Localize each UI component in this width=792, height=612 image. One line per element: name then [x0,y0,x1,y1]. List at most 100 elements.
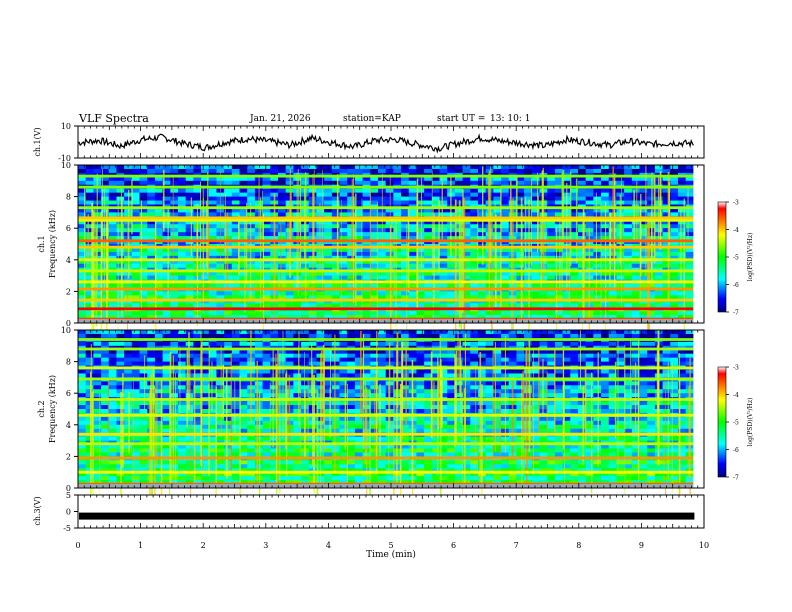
ch1-spec-cell [577,271,587,276]
ch1-spec-cell [78,165,87,170]
ch2-spec-cell [516,333,525,339]
ch1-spec-cell [401,240,410,245]
ch1-spec-cell [308,165,317,170]
ch1-spec-cell [331,180,340,186]
ch2-spec-cell [178,389,187,394]
ch1-spec-cell [616,303,625,308]
ch2-spec-cell [124,361,133,366]
ch2-spec-cell [439,353,448,359]
ch2-spec-cell [485,357,494,362]
ch1-spec-cell [254,295,264,300]
ch1-spec-cell [324,259,333,265]
ch2-spec-cell [639,401,648,406]
ch1-spec-cell [201,295,210,300]
ch1-spec-cell [224,208,233,213]
ch2-spec-cell [301,373,310,378]
ch1-spec-cell [147,311,156,316]
ch1-spec-cell [108,228,117,233]
ch1-spec-spike [621,226,623,279]
ch1-spec-cell [339,224,348,229]
ch1-spec-cell [501,255,510,261]
ch2-spec-cell [616,361,625,366]
ch1-spec-cell [85,263,94,269]
ch2-spec-cell [493,401,502,406]
ch1-spec-cell [339,271,348,276]
ch1-spec-cell [439,275,448,280]
ch1-spec-cell [547,291,556,296]
ch1-spec-cell [670,228,679,233]
ch1-spec-cell [585,165,594,170]
ch2-spec-cell [608,381,617,386]
ch2-spec-cell [85,341,94,347]
ch1-spec-cell [524,303,533,308]
ch1-spec-cell [370,180,379,186]
ch1-spec-cell [85,251,94,257]
ch1-spec-cell [108,247,117,253]
ch1-spec-cell [116,295,125,300]
ch2-spec-cell [101,385,110,390]
ch1-spec-cell [501,212,510,217]
ch2-spec-cell [562,341,571,347]
ch1-spec-cell [131,315,140,320]
ch2-spec-cell [262,381,271,386]
ch1-spec-cell [477,315,487,320]
ch1-spec-cell [354,200,363,205]
ch1-spec-cell [247,232,256,237]
ch2-spec-cell [124,357,133,362]
ch1-spec-cell [116,212,125,217]
ch1-spec-cell [431,263,440,269]
ch2-spec-cell [93,401,102,406]
ch1-spec-cell [554,165,563,170]
ch1-spec-cell [154,188,164,194]
ch1-spec-cell [577,315,587,320]
ch2-spec-cell [354,330,363,335]
ch1-spec-cell [601,200,610,205]
ch1-spec-cell [147,224,156,229]
ch1-spec-cell [662,251,671,257]
ch1-spec-cell [570,255,579,261]
ch1-spec-cell [439,271,448,276]
ch1-spec-cell [162,208,171,213]
ch1-spec-cell [108,311,117,316]
ch1-spec-cell [85,291,94,296]
ch2-spec-cell [231,369,240,374]
ch1-spec-cell [631,259,640,265]
ch2-spec-cell [616,369,625,374]
ch1-spec-cell [524,291,533,296]
ch1-spec-cell [178,168,187,174]
ch1-spec-cell [154,196,164,201]
ch2-spec-cell [462,405,471,410]
ch1-spec-cell [185,247,194,253]
ch2-spec-cell [324,381,333,386]
ch2-spec-cell [416,381,425,386]
ch1-spec-cell [308,168,317,174]
ch1-spec-cell [516,315,525,320]
ch1-spec-cell [293,180,302,186]
ch2-spec-cell [493,385,502,390]
ch2-spec-cell [431,401,440,406]
ch2-spec-cell [485,341,494,347]
ch1-spec-cell [139,303,148,308]
ch2-spec-cell [647,361,656,366]
ch1-spec-cell [631,168,640,174]
ch1-spec-cell [462,228,471,233]
ch1-spec-cell [178,196,187,201]
ch2-spec-cell [231,385,240,390]
ch2-spec-cell [254,389,264,394]
ch1-spec-cell [593,232,602,237]
ch1-spec-cell [139,176,148,182]
ch2-spec-cell [593,373,602,378]
ch2-spec-cell [416,330,425,335]
ch1-spec-cell [593,192,602,197]
ch1-spec-cell [85,275,94,280]
ch1-spec-cell [147,240,156,245]
ch1-spec-cell [662,176,671,182]
ch1-spec-cell [339,228,348,233]
ch1-spec-cell [331,311,340,316]
ch1-spec-cell [247,228,256,233]
ch1-spec-cell [308,311,317,316]
ch1-spec-spike [614,173,616,288]
ch1-spec-cell [301,165,310,170]
ch1-spec-cell [178,255,187,261]
